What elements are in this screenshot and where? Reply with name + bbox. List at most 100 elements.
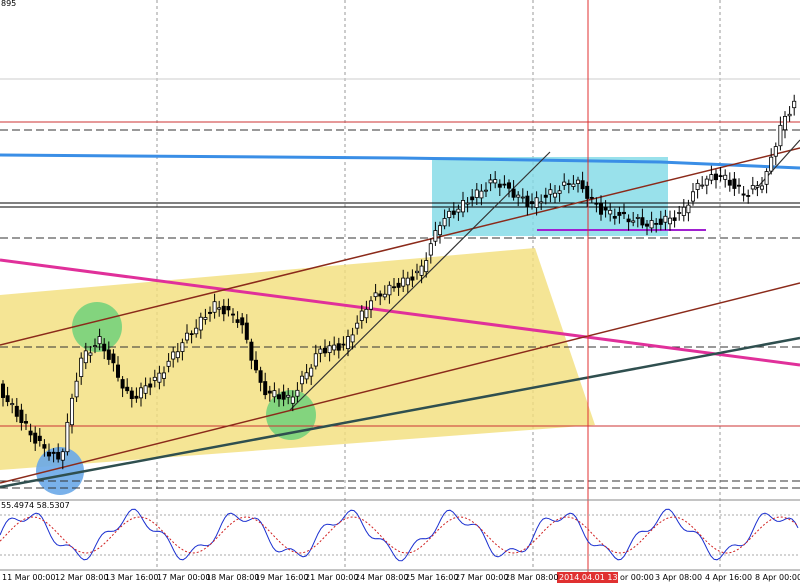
candle-body: [258, 370, 263, 383]
candle-body: [617, 211, 622, 216]
candle-body: [672, 217, 677, 221]
x-tick-label: 21 Mar 00:00: [305, 573, 358, 582]
candle-body: [299, 375, 304, 385]
candle-body: [548, 189, 553, 195]
candle-body: [594, 202, 599, 205]
candle-body: [0, 383, 6, 398]
candle-body: [576, 179, 581, 184]
candle-body: [180, 342, 185, 352]
candle-body: [520, 196, 525, 199]
candle-body: [456, 208, 461, 213]
candle-body: [290, 396, 295, 404]
candle-body: [171, 351, 176, 360]
pink-trendline: [0, 258, 800, 367]
candle-body: [111, 353, 116, 364]
x-tick-label: 8 Apr 00:00: [755, 573, 800, 582]
candle-body: [143, 385, 148, 394]
candle-body: [654, 222, 659, 225]
black-trendline: [289, 151, 551, 411]
candle-body: [350, 334, 355, 343]
x-tick-label: or 00:00: [620, 573, 654, 582]
candle-body: [60, 451, 65, 461]
candle-body: [272, 390, 277, 398]
candle-body: [428, 243, 433, 256]
candle-body: [249, 341, 254, 361]
x-tick-label: 12 Mar 08:00: [55, 573, 108, 582]
candle-body: [424, 260, 429, 273]
candle-body: [750, 185, 755, 190]
candle-body: [410, 276, 415, 281]
candle-body: [106, 349, 111, 360]
candle-body: [10, 403, 15, 406]
x-tick-label: 11 Mar 00:00: [2, 573, 55, 582]
candle-body: [451, 210, 456, 215]
candle-body: [622, 211, 627, 215]
candle-body: [318, 348, 323, 354]
candle-body: [253, 359, 258, 371]
crosshair-time: 2014.04.01 13:00: [559, 573, 630, 582]
candle-body: [313, 353, 318, 367]
candle-body: [355, 322, 360, 329]
candle-body: [401, 277, 406, 287]
candle-body: [612, 216, 617, 219]
candle-body: [566, 183, 571, 185]
indicator-label: 55.4974 58.5307: [1, 501, 70, 510]
candle-body: [70, 397, 75, 426]
candle-body: [663, 215, 668, 223]
candle-body: [530, 201, 535, 205]
x-tick-label: 25 Mar 16:00: [405, 573, 458, 582]
candle-body: [516, 194, 521, 198]
candle-body: [783, 115, 788, 131]
candle-body: [760, 185, 765, 190]
candle-body: [773, 146, 778, 157]
candle-body: [88, 352, 93, 356]
candle-body: [157, 372, 162, 383]
candle-body: [640, 217, 645, 226]
candle-body: [589, 196, 594, 199]
x-tick-label: 28 Mar 08:00: [505, 573, 558, 582]
candle-body: [148, 383, 153, 388]
candle-body: [382, 293, 387, 298]
candle-body: [764, 171, 769, 185]
candle-body: [332, 344, 337, 351]
candle-body: [645, 223, 650, 227]
candle-body: [93, 345, 98, 348]
candle-body: [198, 316, 203, 331]
candle-body: [322, 347, 327, 354]
candle-body: [599, 202, 604, 215]
candle-body: [221, 305, 226, 315]
candle-body: [470, 196, 475, 201]
candle-body: [626, 218, 631, 223]
candle-body: [373, 292, 378, 298]
candle-body: [281, 391, 286, 400]
candle-body: [474, 189, 479, 198]
candle-body: [447, 210, 452, 218]
candle-body: [479, 190, 484, 199]
candle-body: [161, 372, 166, 379]
candle-body: [677, 212, 682, 214]
candle-body: [714, 173, 719, 181]
candle-body: [433, 230, 438, 242]
candle-body: [217, 307, 222, 310]
candle-body: [511, 188, 516, 198]
x-tick-label: 17 Mar 00:00: [157, 573, 210, 582]
blue-circle: [36, 447, 84, 495]
candle-body: [51, 451, 56, 454]
candle-body: [778, 124, 783, 147]
candle-body: [23, 421, 28, 424]
candle-body: [465, 202, 470, 205]
yellow-channel: [0, 248, 595, 470]
candle-body: [47, 451, 52, 457]
candle-body: [83, 350, 88, 364]
candle-body: [134, 395, 139, 399]
candle-body: [502, 183, 507, 186]
candle-body: [203, 317, 208, 320]
candle-body: [240, 317, 245, 326]
candle-body: [493, 179, 498, 184]
x-tick-label: 27 Mar 00:00: [455, 573, 508, 582]
candle-body: [276, 394, 281, 400]
candle-body: [668, 217, 673, 225]
candle-body: [230, 313, 235, 316]
